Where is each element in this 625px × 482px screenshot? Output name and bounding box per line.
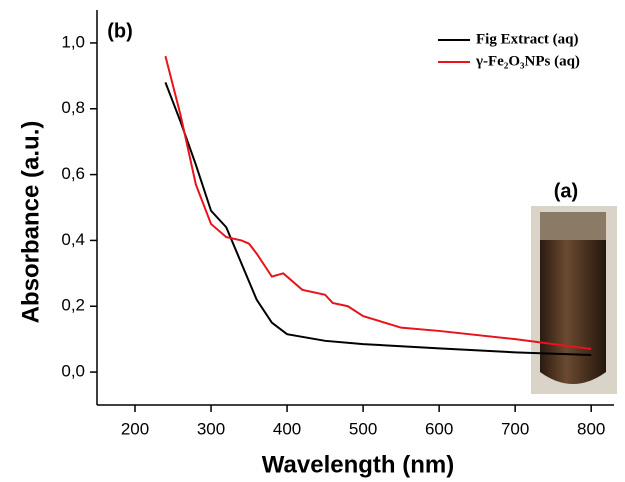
data-line <box>164 55 592 351</box>
x-tick-label: 700 <box>501 419 529 438</box>
x-tick-label: 400 <box>273 419 301 438</box>
x-tick-label: 600 <box>425 419 453 438</box>
x-tick-label: 300 <box>197 419 225 438</box>
y-tick-label: 0,2 <box>61 296 85 315</box>
y-axis-label: Absorbance (a.u.) <box>17 121 44 324</box>
x-tick-label: 800 <box>577 419 605 438</box>
annotation: (a) <box>554 180 578 202</box>
y-tick-label: 0,4 <box>61 230 85 249</box>
y-tick-label: 0,6 <box>61 164 85 183</box>
x-tick-label: 500 <box>349 419 377 438</box>
x-tick-label: 200 <box>121 419 149 438</box>
data-line <box>164 82 592 356</box>
legend-label: Fig Extract (aq) <box>476 31 578 47</box>
vial-photo <box>531 206 617 394</box>
annotation: (b) <box>107 20 133 42</box>
y-tick-label: 0,8 <box>61 98 85 117</box>
x-axis-label: Wavelength (nm) <box>262 451 454 478</box>
y-tick-label: 0,0 <box>61 362 85 381</box>
legend-label: γ-Fe₂O₃NPs (aq) <box>475 53 580 69</box>
y-tick-label: 1,0 <box>61 32 85 51</box>
